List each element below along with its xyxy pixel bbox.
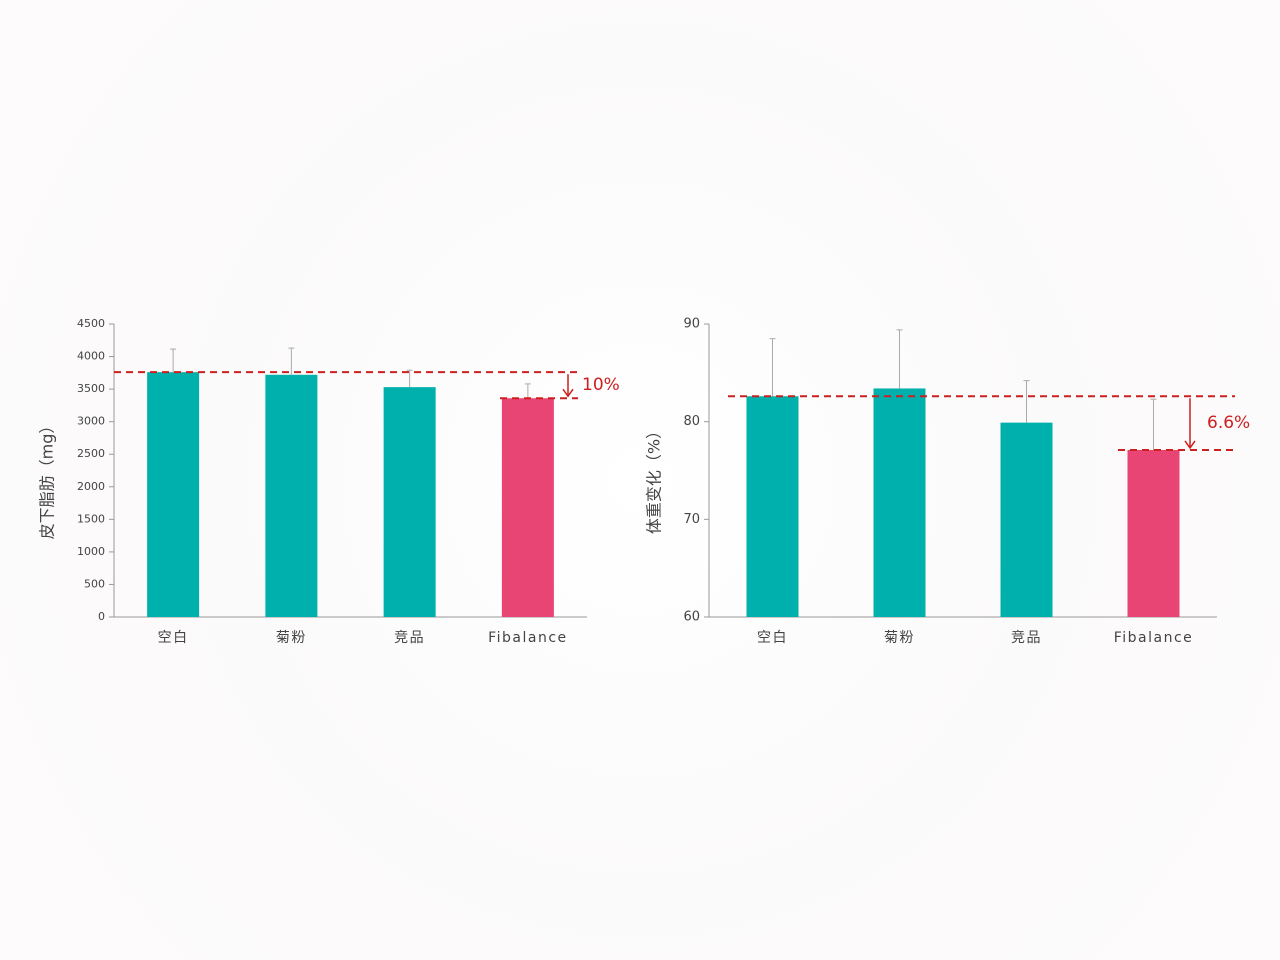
y-tick-label: 500: [84, 577, 105, 590]
x-tick-label: 菊粉: [276, 630, 307, 646]
y-tick-label: 60: [683, 610, 700, 625]
y-tick-label: 90: [683, 317, 700, 332]
y-tick-label: 4000: [77, 350, 105, 363]
bar: [1000, 422, 1053, 617]
annotation: 6.6%: [1207, 413, 1250, 433]
x-tick-label: Fibalance: [488, 630, 568, 646]
y-tick-label: 1000: [77, 545, 105, 558]
y-tick-label: 80: [683, 414, 700, 429]
x-tick-label: 空白: [757, 630, 788, 646]
x-tick-label: Fibalance: [1114, 630, 1194, 646]
arrow-head: [562, 388, 574, 398]
bar: [501, 398, 554, 617]
arrow-head: [1184, 440, 1196, 450]
y-tick-label: 0: [98, 610, 105, 623]
y-tick-label: 2000: [77, 480, 105, 493]
bar: [147, 372, 200, 617]
y-tick-label: 2500: [77, 447, 105, 460]
bar: [383, 387, 436, 617]
x-tick-label: 竞品: [394, 629, 425, 646]
y-tick-label: 3000: [77, 415, 105, 428]
x-tick-label: 竞品: [1011, 629, 1042, 646]
annotation: 10%: [582, 375, 620, 395]
y-axis-label: 体重变化（%）: [645, 423, 664, 534]
bar: [873, 388, 926, 617]
y-tick-label: 3500: [77, 382, 105, 395]
y-tick-label: 4500: [77, 317, 105, 330]
bar: [1127, 449, 1180, 617]
y-axis-label: 皮下脂肪（mg）: [38, 418, 57, 540]
bar: [746, 396, 799, 617]
x-tick-label: 菊粉: [884, 630, 915, 646]
y-tick-label: 1500: [77, 512, 105, 525]
bar: [265, 374, 318, 617]
x-tick-label: 空白: [158, 630, 189, 646]
y-tick-label: 70: [683, 512, 700, 527]
